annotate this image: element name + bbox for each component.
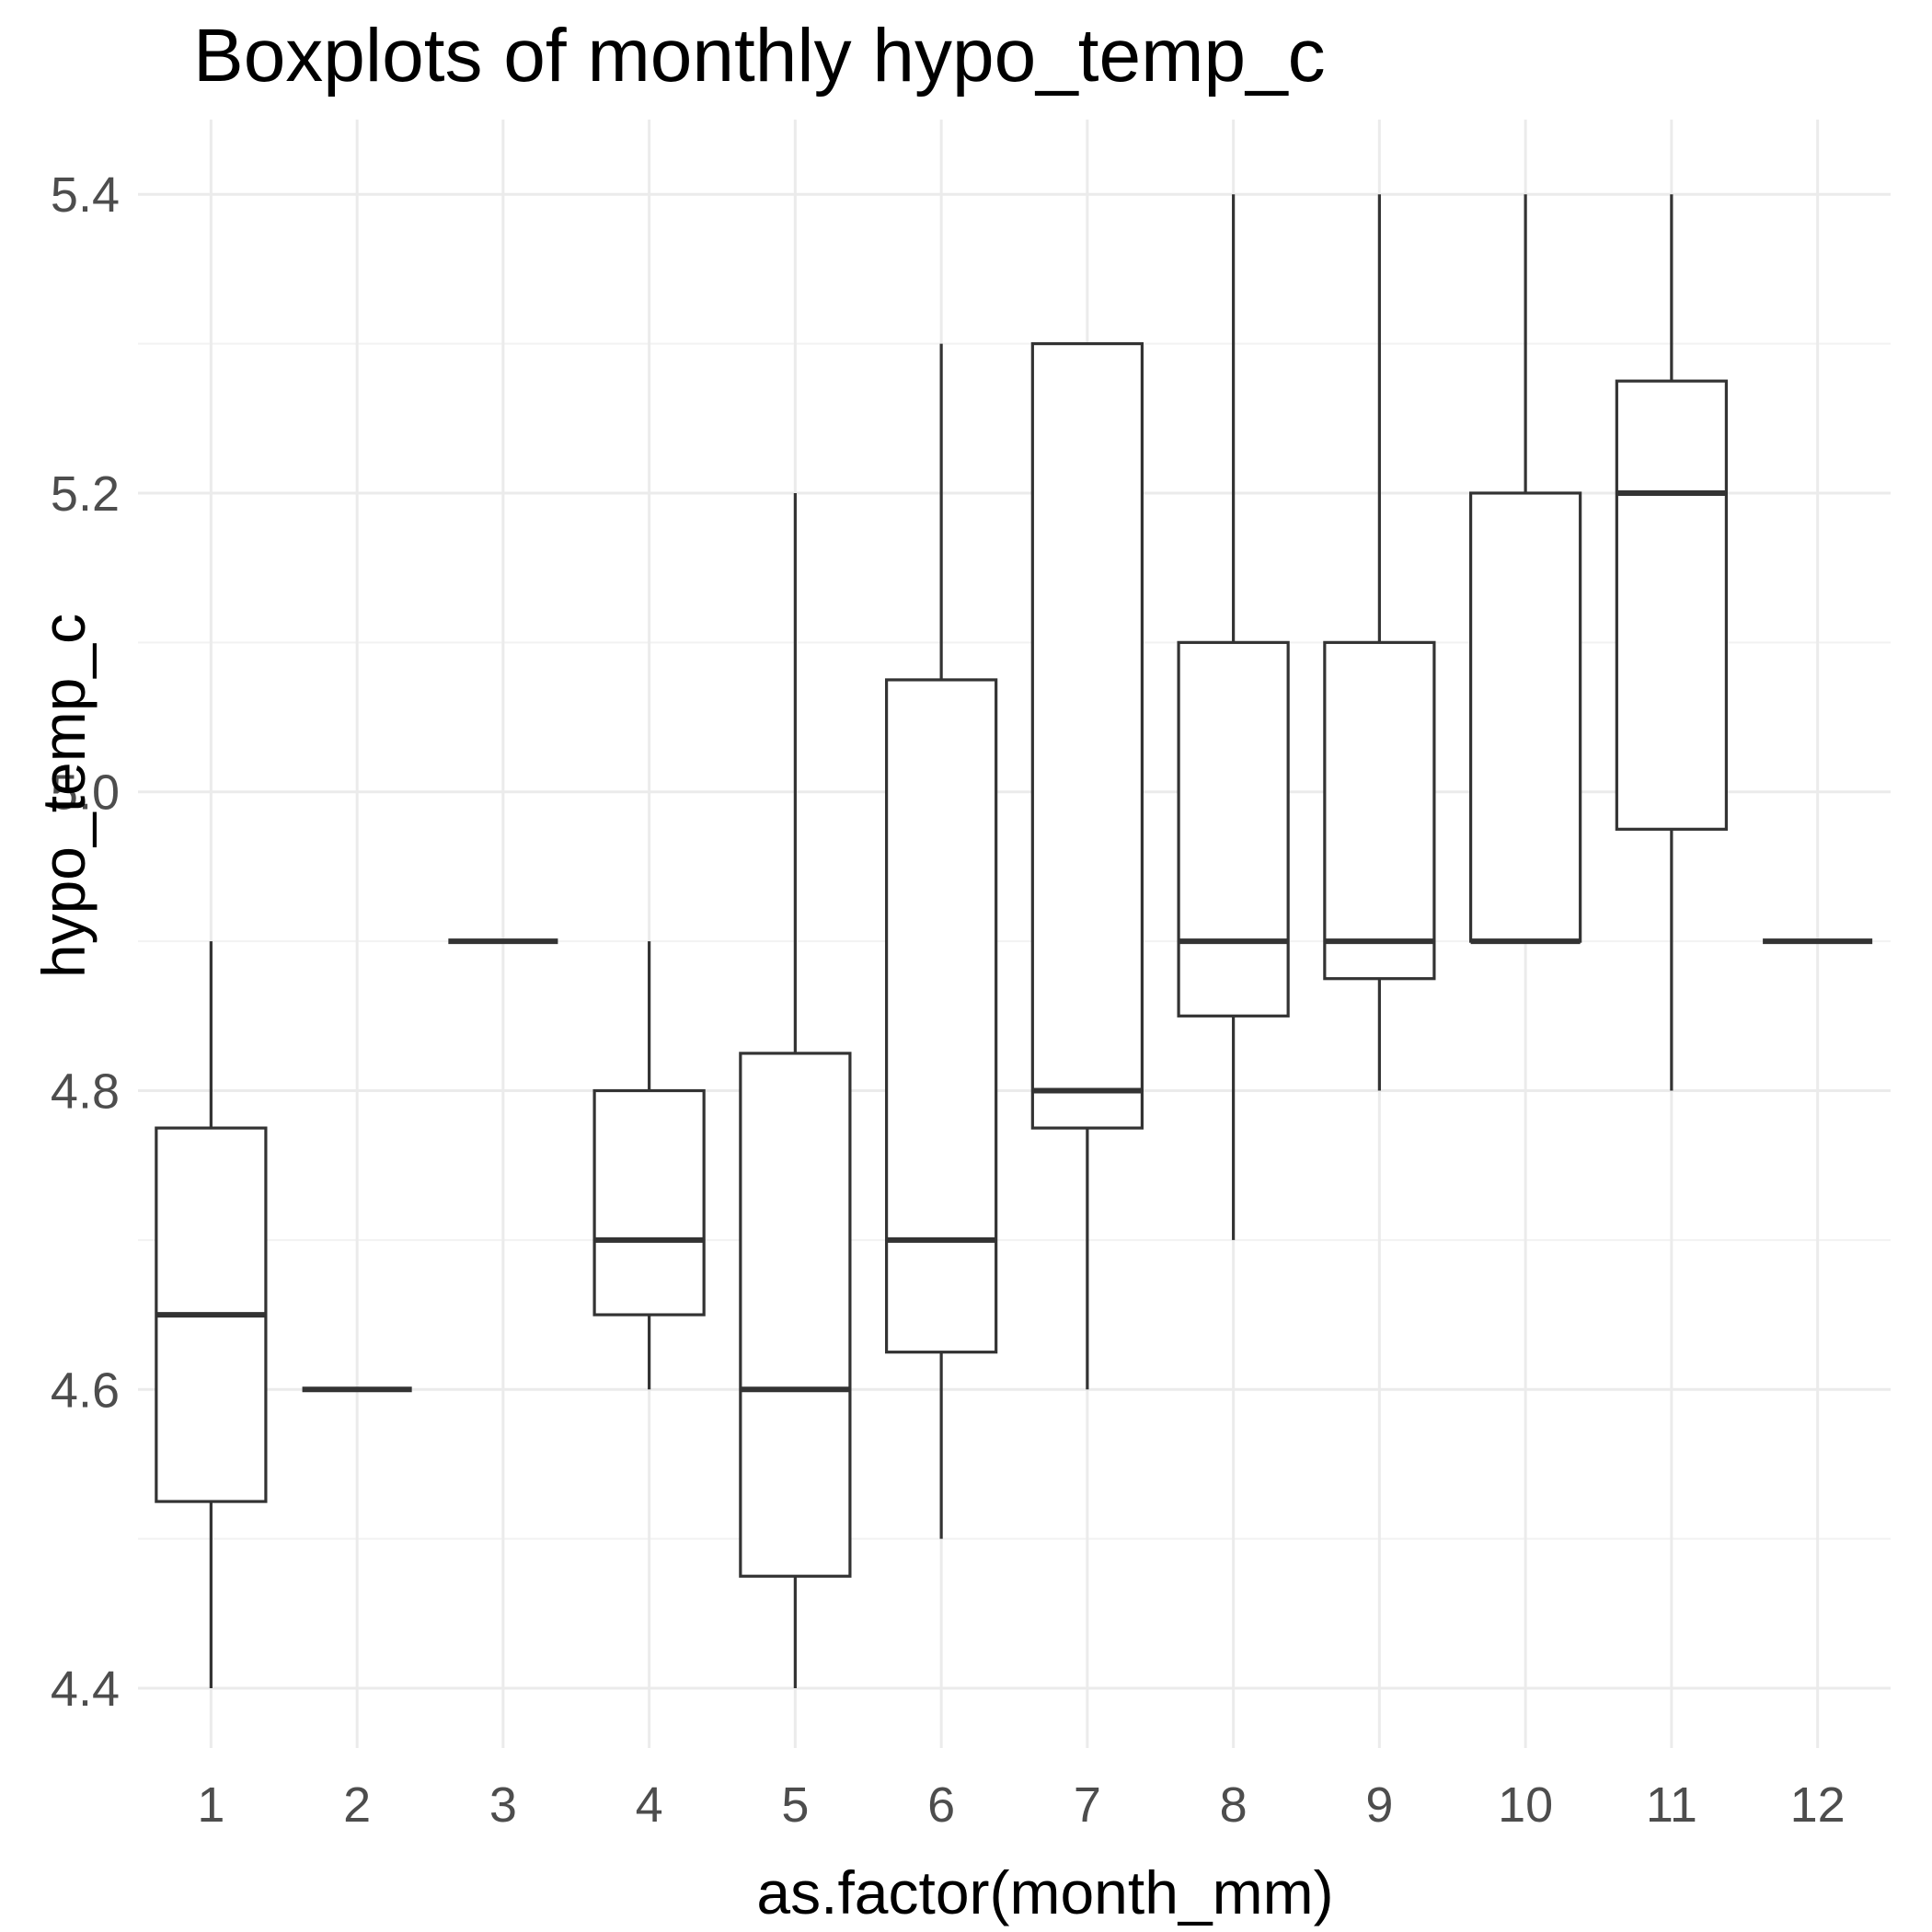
box-month-11 — [1615, 194, 1729, 1091]
x-axis-title: as.factor(month_mm) — [756, 1858, 1333, 1926]
x-tick-label: 5 — [781, 1777, 809, 1833]
x-tick-label: 12 — [1790, 1777, 1846, 1833]
box-month-7 — [1030, 341, 1144, 1390]
box-iqr — [739, 1052, 852, 1578]
boxes-layer — [155, 194, 1873, 1689]
x-tick-labels: 1 2 3 4 5 6 7 8 9 10 11 12 — [197, 1777, 1845, 1833]
y-tick-label: 4.4 — [51, 1662, 120, 1717]
y-tick-label: 4.6 — [51, 1363, 120, 1418]
box-iqr — [1177, 640, 1290, 1018]
y-axis-title: hypo_temp_c — [29, 614, 98, 978]
y-tick-labels: 4.4 4.6 4.8 5.0 5.2 5.4 — [51, 167, 120, 1717]
box-month-9 — [1323, 194, 1436, 1091]
y-tick-label: 5.4 — [51, 167, 120, 223]
box-iqr — [884, 678, 998, 1354]
box-month-1 — [155, 941, 268, 1689]
y-tick-label: 4.8 — [51, 1064, 120, 1120]
grid-layer — [138, 120, 1891, 1748]
y-tick-label: 5.0 — [51, 765, 120, 821]
box-month-10 — [1468, 194, 1582, 945]
box-iqr — [1615, 379, 1729, 831]
box-month-6 — [884, 343, 998, 1539]
x-tick-label: 11 — [1646, 1777, 1697, 1833]
box-month-5 — [739, 492, 852, 1689]
box-iqr — [1323, 640, 1436, 981]
box-month-8 — [1177, 194, 1290, 1240]
chart-title: Boxplots of monthly hypo_temp_c — [193, 14, 1326, 98]
x-tick-label: 2 — [343, 1777, 371, 1833]
x-tick-label: 4 — [636, 1777, 663, 1833]
box-month-4 — [592, 941, 706, 1390]
x-tick-label: 8 — [1220, 1777, 1248, 1833]
box-iqr — [592, 1088, 706, 1317]
x-tick-label: 1 — [197, 1777, 224, 1833]
x-tick-label: 7 — [1074, 1777, 1101, 1833]
x-tick-label: 6 — [927, 1777, 955, 1833]
x-tick-label: 9 — [1365, 1777, 1393, 1833]
box-iqr — [1030, 341, 1144, 1130]
x-tick-label: 3 — [489, 1777, 517, 1833]
y-tick-label: 5.2 — [51, 466, 120, 522]
x-tick-label: 10 — [1498, 1777, 1553, 1833]
box-iqr — [1468, 491, 1582, 943]
